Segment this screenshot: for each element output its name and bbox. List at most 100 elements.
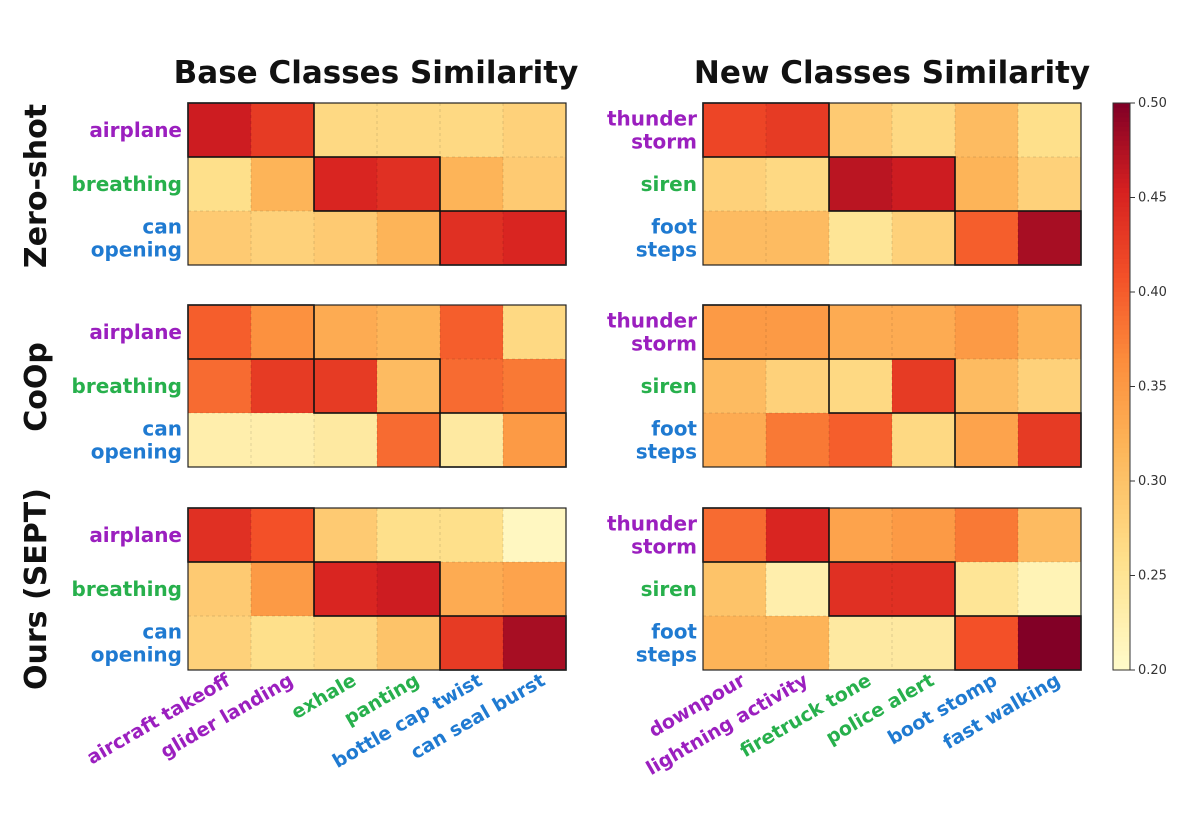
new-classes-title: New Classes Similarity xyxy=(694,55,1090,91)
heatmap-cell xyxy=(440,562,504,617)
colorbar-gradient-segment xyxy=(1113,103,1130,109)
heatmap-cell xyxy=(503,305,567,360)
colorbar-gradient-segment xyxy=(1113,292,1130,298)
heatmap-cell xyxy=(503,616,567,671)
y-tick-label: breathing xyxy=(72,374,182,398)
heatmap-cell xyxy=(503,562,567,617)
colorbar-gradient-segment xyxy=(1113,447,1130,454)
colorbar-gradient-segment xyxy=(1113,362,1130,369)
colorbar-gradient-segment xyxy=(1113,254,1130,260)
colorbar-gradient-segment xyxy=(1113,481,1130,487)
heatmap-cell xyxy=(829,359,893,414)
colorbar-gradient-segment xyxy=(1113,301,1130,307)
heatmap-cell xyxy=(766,562,830,617)
heatmap-cell xyxy=(955,305,1019,360)
colorbar: 0.20 0.25 0.30 0.35 0.40 0.45 0.50 xyxy=(1112,96,1167,678)
row-title-coop: CoOp xyxy=(19,342,54,432)
colorbar-gradient-segment xyxy=(1113,499,1130,506)
heatmap-cell xyxy=(314,508,378,563)
heatmap-cell xyxy=(377,157,441,212)
y-tick-label: breathing xyxy=(72,172,182,196)
heatmap-cell xyxy=(251,103,315,158)
heatmap-cell xyxy=(314,211,378,266)
heatmap-cell xyxy=(251,616,315,671)
colorbar-gradient-segment xyxy=(1113,566,1130,572)
panel-border xyxy=(187,102,567,266)
y-tick-label: siren xyxy=(641,172,697,196)
heatmap-cell xyxy=(703,359,767,414)
heatmap-cell xyxy=(1018,305,1082,360)
heatmap-cell xyxy=(955,616,1019,671)
colorbar-gradient-segment xyxy=(1113,665,1130,671)
colorbar-gradient-segment xyxy=(1113,618,1130,624)
colorbar-gradient-segment xyxy=(1113,424,1130,430)
heatmap-cell xyxy=(829,103,893,158)
colorbar-gradient-segment xyxy=(1113,244,1130,251)
heatmap-cell xyxy=(314,616,378,671)
colorbar-gradient-segment xyxy=(1113,641,1130,647)
heatmap-cell xyxy=(1018,616,1082,671)
heatmap-cell xyxy=(703,103,767,158)
colorbar-gradient-segment xyxy=(1113,509,1130,515)
heatmap-cell xyxy=(314,359,378,414)
heatmap-cell xyxy=(892,616,956,671)
colorbar-gradient-segment xyxy=(1113,655,1130,662)
heatmap-cell xyxy=(251,562,315,617)
heatmap-cell xyxy=(892,103,956,158)
colorbar-gradient-segment xyxy=(1113,348,1130,355)
heatmap-cell xyxy=(251,413,315,468)
heatmap-cell xyxy=(829,305,893,360)
colorbar-gradient-segment xyxy=(1113,273,1130,279)
panel-border xyxy=(702,304,1082,468)
y-tick-label: breathing xyxy=(72,577,182,601)
y-tick-label: can opening xyxy=(91,215,182,262)
colorbar-gradient-segment xyxy=(1113,462,1130,468)
colorbar-gradient-segment xyxy=(1113,367,1130,373)
heatmap-cell xyxy=(1018,413,1082,468)
y-tick-label: thunder storm xyxy=(607,512,697,559)
heatmap-cell xyxy=(892,508,956,563)
colorbar-gradient-segment xyxy=(1113,296,1130,303)
heatmap-cell xyxy=(892,211,956,266)
heatmap-cell xyxy=(892,157,956,212)
heatmap-cell xyxy=(503,508,567,563)
heatmap-cell xyxy=(188,211,252,266)
heatmap-cell xyxy=(829,157,893,212)
heatmap-cell xyxy=(703,508,767,563)
colorbar-gradient-segment xyxy=(1113,112,1130,118)
colorbar-gradient-segment xyxy=(1113,140,1130,147)
colorbar-gradient-segment xyxy=(1113,476,1130,482)
colorbar-gradient-segment xyxy=(1113,150,1130,156)
colorbar-tick-label: 0.50 xyxy=(1138,96,1167,111)
y-tick-label: siren xyxy=(641,577,697,601)
colorbar-gradient-segment xyxy=(1113,277,1130,284)
heatmap-cell xyxy=(1018,508,1082,563)
colorbar-gradient-segment xyxy=(1113,443,1130,449)
y-tick-label: can opening xyxy=(91,620,182,667)
heatmap-cell xyxy=(314,305,378,360)
colorbar-gradient-segment xyxy=(1113,334,1130,340)
colorbar-gradient-segment xyxy=(1113,325,1130,331)
colorbar-gradient-segment xyxy=(1113,154,1130,161)
panel-base-row-2: airplane breathing can opening xyxy=(72,507,567,671)
colorbar-gradient-segment xyxy=(1113,405,1130,411)
base-classes-title: Base Classes Similarity xyxy=(174,55,579,91)
heatmap-cell xyxy=(955,508,1019,563)
colorbar-gradient-segment xyxy=(1113,225,1130,232)
colorbar-gradient-segment xyxy=(1113,197,1130,203)
heatmap-cell xyxy=(703,211,767,266)
heatmap-cell xyxy=(829,562,893,617)
y-tick-label: airplane xyxy=(89,118,182,142)
heatmap-cell xyxy=(377,508,441,563)
colorbar-gradient-segment xyxy=(1113,320,1130,326)
colorbar-tick-label: 0.40 xyxy=(1138,285,1167,300)
colorbar-gradient-segment xyxy=(1113,632,1130,638)
colorbar-gradient-segment xyxy=(1113,183,1130,189)
heatmap-cell xyxy=(503,211,567,266)
y-tick-label: foot steps xyxy=(636,417,698,464)
colorbar-gradient-segment xyxy=(1113,315,1130,321)
matched-group-box xyxy=(828,156,956,212)
colorbar-gradient-segment xyxy=(1113,627,1130,633)
y-tick-label: airplane xyxy=(89,320,182,344)
